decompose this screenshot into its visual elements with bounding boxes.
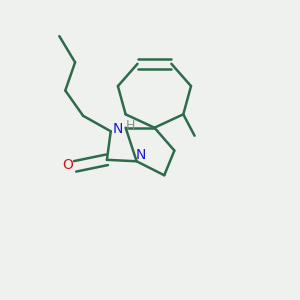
Text: N: N xyxy=(113,122,123,136)
Text: H: H xyxy=(125,119,135,132)
Text: O: O xyxy=(62,158,73,172)
Text: N: N xyxy=(136,148,146,162)
